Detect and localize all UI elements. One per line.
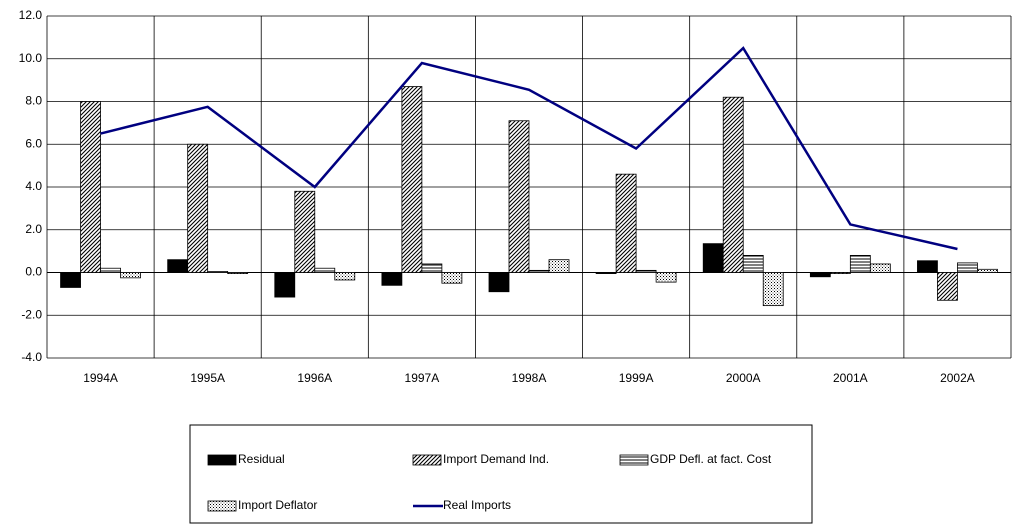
bar xyxy=(917,260,938,273)
y-tick-label: 10.0 xyxy=(19,51,43,65)
bar xyxy=(401,86,423,273)
legend-label: Real Imports xyxy=(443,498,511,512)
bar xyxy=(441,272,463,284)
legend-swatch xyxy=(207,454,237,466)
bar xyxy=(314,267,336,273)
x-tick-label: 2002A xyxy=(940,371,975,385)
bar xyxy=(528,269,550,273)
bar xyxy=(702,243,724,273)
bar xyxy=(615,173,637,273)
bar xyxy=(508,120,530,273)
y-tick-label: 12.0 xyxy=(19,8,43,22)
x-tick-label: 2001A xyxy=(833,371,868,385)
bar xyxy=(809,272,831,278)
bar xyxy=(595,272,617,274)
x-tick-label: 1998A xyxy=(512,371,547,385)
bar xyxy=(120,272,141,279)
bar xyxy=(742,254,764,273)
legend-label: GDP Defl. at fact. Cost xyxy=(650,452,772,466)
line xyxy=(100,46,958,251)
bar xyxy=(80,101,101,273)
x-tick-label: 2000A xyxy=(726,371,761,385)
bar xyxy=(227,272,249,274)
bar xyxy=(334,272,356,281)
legend-swatch xyxy=(619,454,649,466)
bar xyxy=(421,263,443,273)
bar xyxy=(294,190,316,273)
bar xyxy=(488,272,510,293)
y-tick-label: 8.0 xyxy=(25,94,42,108)
bar xyxy=(762,272,784,307)
x-tick-label: 1999A xyxy=(619,371,654,385)
x-tick-label: 1994A xyxy=(83,371,118,385)
y-tick-label: -4.0 xyxy=(21,350,42,364)
y-tick-label: 0.0 xyxy=(25,265,42,279)
y-tick-label: 4.0 xyxy=(25,179,42,193)
bar xyxy=(100,267,121,273)
x-tick-label: 1997A xyxy=(405,371,440,385)
legend-swatch xyxy=(412,454,442,466)
bar xyxy=(60,272,81,288)
bar xyxy=(274,272,296,298)
bar xyxy=(957,262,978,273)
legend-box xyxy=(189,424,813,524)
bar xyxy=(869,263,891,273)
y-tick-label: -2.0 xyxy=(21,307,42,321)
x-tick-label: 1995A xyxy=(190,371,225,385)
bar xyxy=(381,272,403,286)
bar xyxy=(849,254,871,273)
bar xyxy=(187,143,209,273)
bar xyxy=(829,272,851,274)
x-tick-label: 1996A xyxy=(297,371,332,385)
bar xyxy=(722,96,744,273)
bar xyxy=(635,269,657,273)
bar xyxy=(655,272,677,283)
bar xyxy=(207,271,229,273)
y-tick-label: 2.0 xyxy=(25,222,42,236)
bar xyxy=(167,259,189,273)
legend-label: Residual xyxy=(238,452,285,466)
legend-label: Import Demand Ind. xyxy=(443,452,549,466)
legend-label: Import Deflator xyxy=(238,498,317,512)
y-tick-label: 6.0 xyxy=(25,136,42,150)
legend-swatch xyxy=(207,500,237,512)
bar xyxy=(548,259,570,273)
bar xyxy=(937,272,958,301)
bar xyxy=(977,268,998,273)
